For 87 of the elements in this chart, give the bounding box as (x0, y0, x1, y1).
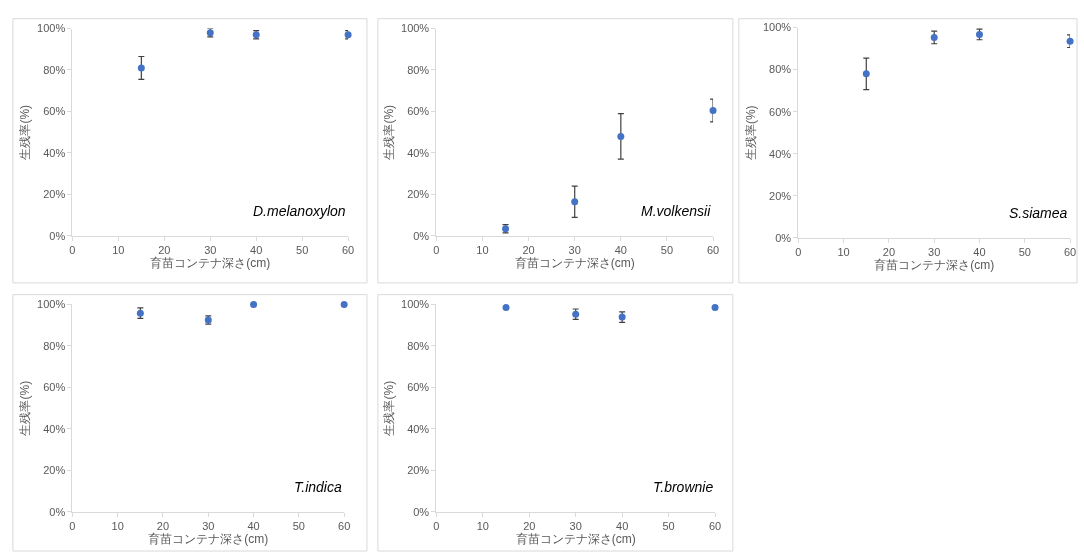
x-tick-label: 10 (111, 520, 124, 533)
y-tick-label: 60% (407, 381, 430, 394)
x-tick-label: 30 (202, 520, 215, 533)
x-axis-title: 育苗コンテナ深さ(cm) (514, 256, 635, 271)
x-axis-title: 育苗コンテナ深さ(cm) (150, 256, 271, 271)
x-tick-label: 10 (837, 246, 850, 259)
x-tick-label: 20 (523, 520, 536, 533)
point (862, 70, 870, 78)
x-tick-label: 20 (522, 244, 535, 257)
x-tick-label: 60 (706, 244, 720, 257)
y-axis-title: 生残率(%) (382, 380, 397, 436)
annotation: T.indica (294, 479, 342, 495)
x-axis-title: 育苗コンテナ深さ(cm) (515, 532, 636, 547)
y-tick-label: 0% (49, 229, 66, 242)
x-tick-label: 30 (569, 520, 582, 533)
y-tick-label: 40% (43, 422, 66, 435)
x-tick-label: 10 (112, 244, 125, 257)
y-axis-title: 生残率(%) (18, 104, 33, 160)
annotation: D.melanoxylon (253, 203, 346, 219)
x-tick-label: 60 (338, 520, 351, 533)
y-tick-label: 40% (407, 422, 430, 435)
x-tick-label: 50 (660, 244, 674, 257)
x-tick-label: 0 (795, 246, 802, 259)
y-tick-label: 100% (37, 22, 66, 35)
y-axis-title: 生残率(%) (18, 380, 33, 436)
annotation: S.siamea (1009, 205, 1068, 221)
x-axis-title: 育苗コンテナ深さ(cm) (148, 532, 269, 547)
y-tick-label: 0% (413, 229, 430, 242)
x-tick-label: 30 (204, 244, 217, 257)
x-tick-label: 40 (614, 244, 627, 257)
x-tick-label: 0 (69, 520, 76, 533)
x-tick-label: 30 (928, 246, 941, 259)
point (709, 106, 717, 114)
x-tick-label: 40 (616, 520, 629, 533)
x-tick-label: 40 (973, 246, 986, 259)
point (930, 33, 938, 41)
y-tick-label: 20% (407, 188, 430, 201)
x-tick-label: 0 (433, 520, 440, 533)
y-tick-label: 100% (401, 22, 430, 35)
y-tick-label: 40% (407, 146, 430, 159)
y-tick-label: 20% (407, 464, 430, 477)
x-tick-label: 10 (476, 520, 489, 533)
y-tick-label: 0% (413, 505, 430, 518)
annotation: T.brownie (653, 479, 714, 495)
y-tick-label: 80% (407, 339, 430, 352)
y-tick-label: 80% (407, 63, 430, 76)
x-tick-label: 0 (433, 244, 440, 257)
y-tick-label: 60% (43, 105, 66, 118)
y-tick-label: 60% (407, 105, 430, 118)
x-tick-label: 50 (662, 520, 675, 533)
x-tick-label: 60 (341, 244, 355, 257)
x-tick-label: 40 (250, 244, 263, 257)
point (571, 198, 579, 206)
x-tick-label: 50 (296, 244, 309, 257)
y-tick-label: 60% (43, 381, 66, 394)
y-tick-label: 100% (763, 21, 792, 34)
x-tick-label: 20 (156, 520, 170, 533)
y-tick-label: 0% (49, 505, 66, 518)
x-tick-label: 50 (1018, 246, 1031, 259)
annotation: M.volkensii (641, 203, 712, 219)
x-tick-label: 20 (882, 246, 896, 259)
y-tick-label: 0% (775, 231, 792, 244)
point (617, 132, 625, 140)
y-tick-label: 40% (43, 146, 66, 159)
x-axis-title: 育苗コンテナ深さ(cm) (874, 258, 995, 273)
x-tick-label: 60 (1063, 246, 1077, 259)
y-tick-label: 40% (769, 147, 792, 160)
y-tick-label: 80% (43, 63, 66, 76)
x-tick-label: 30 (568, 244, 581, 257)
y-axis-title: 生残率(%) (744, 105, 759, 161)
x-tick-label: 60 (708, 520, 722, 533)
y-tick-label: 20% (43, 464, 66, 477)
y-axis-title: 生残率(%) (382, 104, 397, 160)
y-tick-label: 100% (37, 298, 66, 311)
x-tick-label: 0 (69, 244, 76, 257)
x-tick-label: 20 (158, 244, 171, 257)
x-tick-label: 10 (476, 244, 489, 257)
y-tick-label: 100% (401, 298, 430, 311)
y-tick-label: 20% (43, 188, 66, 201)
y-tick-label: 20% (769, 189, 792, 202)
x-tick-label: 40 (247, 520, 260, 533)
y-tick-label: 80% (769, 63, 792, 76)
point (137, 64, 145, 72)
y-tick-label: 80% (43, 339, 66, 352)
y-tick-label: 60% (769, 105, 792, 118)
x-tick-label: 50 (292, 520, 305, 533)
point (1066, 37, 1074, 45)
